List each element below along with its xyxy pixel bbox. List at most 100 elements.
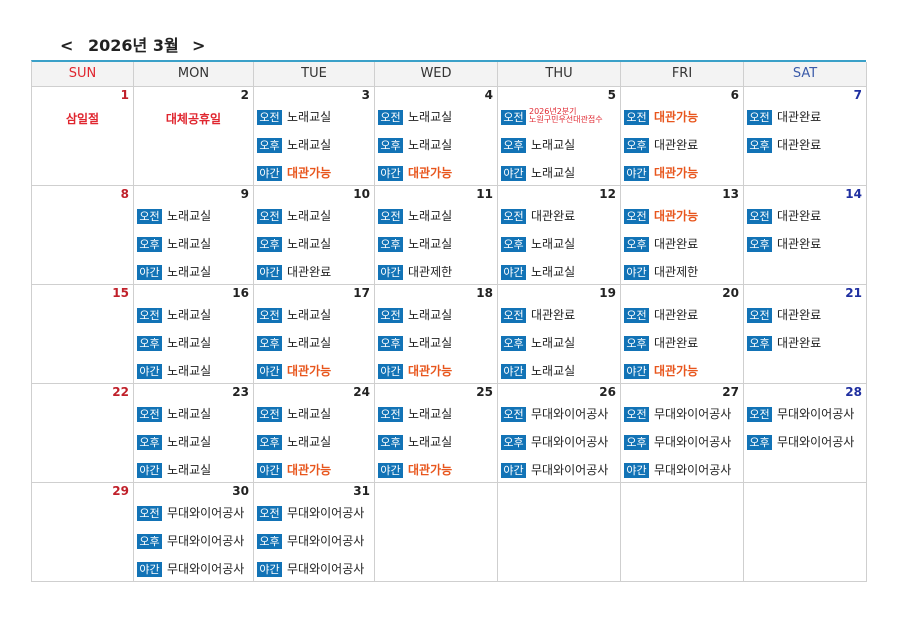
time-slot[interactable]: 오후 무대와이어공사 bbox=[137, 534, 253, 550]
time-slot[interactable]: 오전 노래교실 bbox=[257, 407, 374, 423]
time-slot[interactable]: 오후 노래교실 bbox=[378, 237, 497, 253]
time-slot[interactable]: 오후 무대와이어공사 bbox=[257, 534, 374, 550]
time-slot[interactable]: 야간 노래교실 bbox=[137, 463, 253, 479]
time-slot[interactable]: 오후 대관완료 bbox=[624, 237, 743, 253]
weekday-header: SAT bbox=[744, 62, 867, 87]
time-slot[interactable]: 야간 대관가능 bbox=[624, 166, 743, 182]
slot-badge: 오후 bbox=[747, 237, 772, 252]
slot-status: 대관가능 bbox=[287, 166, 332, 180]
time-slot[interactable]: 오전 무대와이어공사 bbox=[137, 506, 253, 522]
day-number: 31 bbox=[353, 484, 370, 498]
time-slot[interactable]: 오전 대관완료 bbox=[747, 308, 866, 324]
time-slot[interactable]: 오후 노래교실 bbox=[137, 237, 253, 253]
next-month[interactable]: > bbox=[192, 36, 206, 55]
time-slot[interactable]: 오전 대관완료 bbox=[747, 110, 866, 126]
time-slot[interactable]: 오전 대관가능 bbox=[624, 209, 743, 225]
day-number: 13 bbox=[722, 187, 739, 201]
time-slot[interactable]: 야간 노래교실 bbox=[501, 265, 620, 281]
time-slot[interactable]: 야간 대관제한 bbox=[624, 265, 743, 281]
time-slot[interactable]: 오전 노래교실 bbox=[257, 110, 374, 126]
slot-badge: 오후 bbox=[257, 435, 282, 450]
slot-status: 대관완료 bbox=[654, 308, 699, 322]
slot-badge: 오전 bbox=[378, 209, 403, 224]
time-slot[interactable]: 오후 노래교실 bbox=[501, 336, 620, 352]
slot-badge: 야간 bbox=[257, 562, 282, 577]
slot-badge: 오후 bbox=[137, 336, 162, 351]
prev-month[interactable]: < bbox=[60, 36, 74, 55]
time-slot[interactable]: 야간 노래교실 bbox=[137, 265, 253, 281]
time-slot[interactable]: 오후 무대와이어공사 bbox=[624, 435, 743, 451]
time-slot[interactable]: 오전 노래교실 bbox=[137, 407, 253, 423]
time-slot[interactable]: 야간 노래교실 bbox=[137, 364, 253, 380]
time-slot[interactable]: 오전 노래교실 bbox=[257, 308, 374, 324]
time-slot[interactable]: 오후 노래교실 bbox=[137, 336, 253, 352]
time-slot[interactable]: 오전 노래교실 bbox=[378, 110, 497, 126]
time-slot[interactable]: 야간 대관가능 bbox=[378, 463, 497, 479]
day-cell: 11 오전 노래교실 오후 노래교실 야간 대관제한 bbox=[375, 186, 498, 285]
time-slot[interactable]: 야간 대관가능 bbox=[257, 364, 374, 380]
time-slot[interactable]: 야간 무대와이어공사 bbox=[137, 562, 253, 578]
time-slot[interactable]: 오후 노래교실 bbox=[501, 237, 620, 253]
time-slot[interactable]: 야간 대관가능 bbox=[378, 364, 497, 380]
time-slot[interactable]: 오전 무대와이어공사 bbox=[747, 407, 866, 423]
time-slot[interactable]: 야간 무대와이어공사 bbox=[257, 562, 374, 578]
slot-badge: 야간 bbox=[257, 463, 282, 478]
slot-badge: 오전 bbox=[137, 209, 162, 224]
time-slot[interactable]: 오후 노래교실 bbox=[378, 138, 497, 154]
weekday-header: THU bbox=[498, 62, 621, 87]
time-slot[interactable]: 오전 노래교실 bbox=[378, 407, 497, 423]
time-slot[interactable]: 야간 무대와이어공사 bbox=[624, 463, 743, 479]
time-slot[interactable]: 오후 노래교실 bbox=[378, 435, 497, 451]
slot-badge: 오후 bbox=[257, 237, 282, 252]
slot-status: 대관가능 bbox=[408, 463, 453, 477]
time-slot[interactable]: 오후 무대와이어공사 bbox=[747, 435, 866, 451]
time-slot[interactable]: 오전 무대와이어공사 bbox=[501, 407, 620, 423]
time-slot[interactable]: 오후 무대와이어공사 bbox=[501, 435, 620, 451]
slot-badge: 오전 bbox=[624, 407, 649, 422]
time-slot[interactable]: 오전 무대와이어공사 bbox=[257, 506, 374, 522]
day-number: 7 bbox=[853, 88, 862, 102]
time-slot[interactable]: 오후 대관완료 bbox=[747, 138, 866, 154]
time-slot[interactable]: 야간 무대와이어공사 bbox=[501, 463, 620, 479]
day-cell: 28 오전 무대와이어공사 오후 무대와이어공사 bbox=[744, 384, 867, 483]
time-slot[interactable]: 오전 노래교실 bbox=[137, 308, 253, 324]
slot-badge: 오전 bbox=[501, 407, 526, 422]
time-slot[interactable]: 야간 노래교실 bbox=[501, 166, 620, 182]
time-slot[interactable]: 오후 대관완료 bbox=[624, 336, 743, 352]
time-slot[interactable]: 오전 대관가능 bbox=[624, 110, 743, 126]
time-slot[interactable]: 오후 대관완료 bbox=[747, 237, 866, 253]
time-slot[interactable]: 오후 대관완료 bbox=[624, 138, 743, 154]
time-slot[interactable]: 오후 대관완료 bbox=[747, 336, 866, 352]
slot-status: 대관완료 bbox=[654, 237, 699, 251]
time-slot[interactable]: 야간 대관가능 bbox=[624, 364, 743, 380]
time-slot[interactable]: 야간 노래교실 bbox=[501, 364, 620, 380]
time-slot[interactable]: 오전 대관완료 bbox=[501, 308, 620, 324]
time-slot[interactable]: 오전 2026년2분기 노원구민우선대관접수 bbox=[501, 107, 620, 126]
time-slot[interactable]: 오전 노래교실 bbox=[257, 209, 374, 225]
time-slot[interactable]: 오후 노래교실 bbox=[257, 237, 374, 253]
slot-status: 노래교실 bbox=[167, 407, 212, 421]
time-slot[interactable]: 오전 대관완료 bbox=[624, 308, 743, 324]
time-slot[interactable]: 야간 대관완료 bbox=[257, 265, 374, 281]
time-slot[interactable]: 오전 대관완료 bbox=[747, 209, 866, 225]
day-cell: 8 bbox=[32, 186, 134, 285]
time-slot[interactable]: 야간 대관가능 bbox=[378, 166, 497, 182]
time-slot[interactable]: 오전 노래교실 bbox=[378, 308, 497, 324]
time-slot[interactable]: 오전 노래교실 bbox=[137, 209, 253, 225]
slot-status: 노래교실 bbox=[531, 138, 576, 152]
time-slot[interactable]: 야간 대관가능 bbox=[257, 166, 374, 182]
time-slot[interactable]: 오전 노래교실 bbox=[378, 209, 497, 225]
time-slot[interactable]: 야간 대관가능 bbox=[257, 463, 374, 479]
slot-status: 노래교실 bbox=[167, 265, 212, 279]
time-slot[interactable]: 오후 노래교실 bbox=[378, 336, 497, 352]
slot-badge: 오후 bbox=[257, 138, 282, 153]
slot-badge: 오후 bbox=[378, 138, 403, 153]
time-slot[interactable]: 오후 노래교실 bbox=[257, 336, 374, 352]
time-slot[interactable]: 야간 대관제한 bbox=[378, 265, 497, 281]
time-slot[interactable]: 오후 노래교실 bbox=[501, 138, 620, 154]
time-slot[interactable]: 오후 노래교실 bbox=[257, 435, 374, 451]
time-slot[interactable]: 오후 노래교실 bbox=[257, 138, 374, 154]
time-slot[interactable]: 오전 대관완료 bbox=[501, 209, 620, 225]
time-slot[interactable]: 오후 노래교실 bbox=[137, 435, 253, 451]
time-slot[interactable]: 오전 무대와이어공사 bbox=[624, 407, 743, 423]
